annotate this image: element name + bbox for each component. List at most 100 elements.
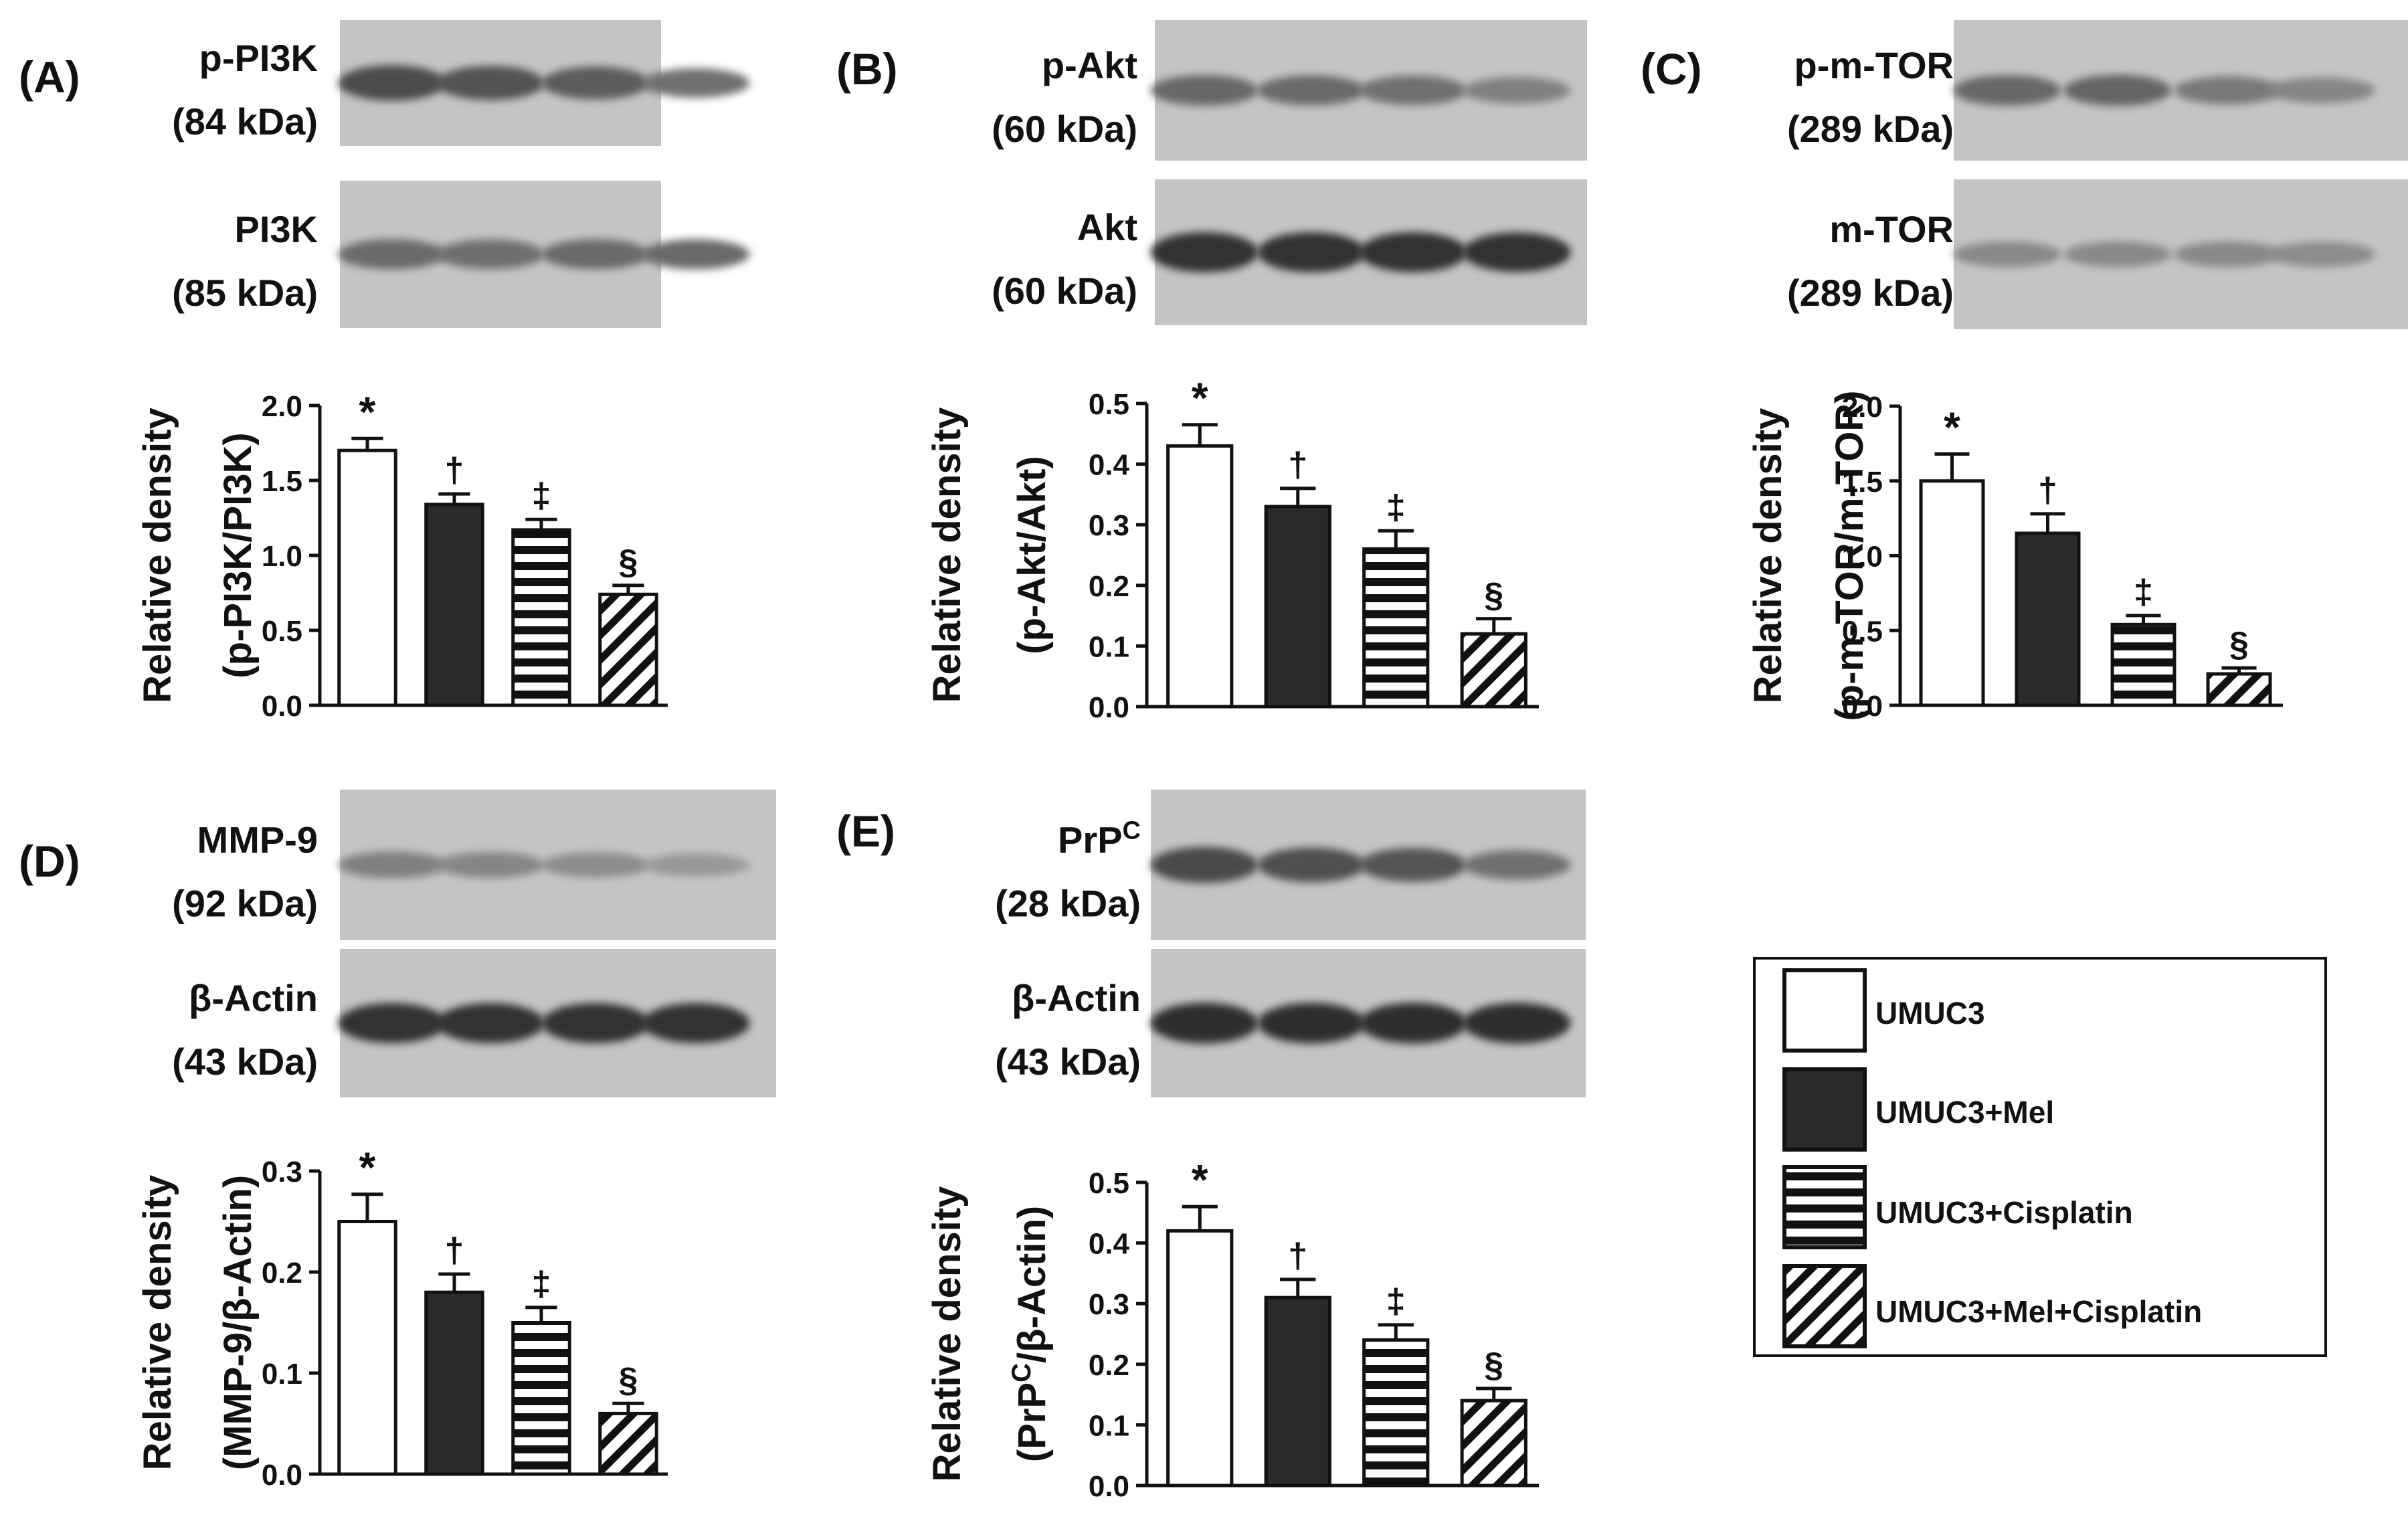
blot-band [1150,75,1259,106]
blot-band [1257,75,1366,106]
bar [598,1411,658,1476]
blot-0: PrPC (28 kDa) [995,790,1586,940]
blot-protein-label: Akt [1077,206,1137,248]
y-tick-label: 2.0 [1842,391,1883,424]
blot-band [338,1003,446,1043]
y-tick-label: 1.5 [262,465,302,498]
blot-band [1463,77,1571,104]
legend-item-0: UMUC3 [1782,968,1985,1053]
blot-band [1257,1002,1366,1044]
y-tick-label: 0.0 [262,690,302,723]
blot-band [2063,242,2172,267]
panel-letter: (E) [836,806,895,856]
y-tick-label: 0.2 [262,1257,302,1289]
bar-chart: 0.0 0.5 1.0 1.5 2.0 * † ‡ § Relative density (p-m-… [1746,390,2283,723]
legend-item-3: UMUC3+Mel+Cisplatin [1782,1264,2202,1348]
panel-letter: (C) [1641,44,1702,94]
bar [511,1321,571,1476]
significance-mark: * [1192,1156,1208,1204]
legend-swatch-black [1782,1067,1867,1152]
blot-protein-superscript: C [1123,817,1141,845]
y-axis-label-rest: /β-Actin) [1010,1206,1054,1363]
blot-protein-label: m-TOR [1829,208,1954,250]
blot-protein-label: β-Actin [1012,977,1141,1019]
blot-weight-label: (60 kDa) [992,270,1137,312]
blot-1: β-Actin (43 kDa) [172,949,776,1097]
significance-mark: † [1288,446,1307,484]
bar [1362,547,1430,709]
blot-band [1150,1002,1259,1044]
blot-band [2174,242,2282,267]
blot-0: p-PI3K (84 kDa) [172,20,750,146]
blot-band [541,852,650,878]
y-axis-label-superscript: C [1007,1363,1036,1382]
blot-band [1953,242,2061,267]
y-tick-label: 0.1 [262,1358,302,1390]
blot-band [541,239,650,270]
bar [1362,1338,1430,1488]
y-axis-label: Relative density [1746,408,1790,704]
bar [2206,672,2272,707]
panel-1: (B) p-Akt(60 kDa)Akt(60 kDa)0.00.10.20.30… [836,20,1587,724]
significance-mark: § [1484,1346,1503,1384]
y-tick-label: 0.4 [1089,449,1130,482]
y-axis-label-ratio: (p-m-TOR/m-TOR) [1828,390,1871,721]
blot-0: p-Akt (60 kDa) [992,20,1587,161]
blot-protein-label: p-m-TOR [1794,44,1954,86]
blot-weight-label: (289 kDa) [1787,108,1954,150]
blot-protein-label: p-Akt [1042,44,1137,86]
bar-chart: 0.0 0.1 0.2 0.3 0.4 0.5 * † ‡ § Relative density (P… [925,1156,1539,1503]
significance-mark: ‡ [2134,573,2153,612]
blot-protein-label: PrPC [1058,817,1141,861]
blot-band [2267,242,2376,267]
legend: UMUC3 UMUC3+Mel UMUC3+Cisplatin UMUC3+Me… [1753,957,2327,1357]
blot-band [436,852,545,878]
blot-band [1150,846,1259,883]
panel-4: (E) PrPC(28 kDa)β-Actin(43 kDa)0.00.10.20… [836,790,1586,1503]
blot-band [1463,232,1571,272]
panel-letter: (D) [19,836,80,886]
y-axis-label: Relative density [925,1186,969,1482]
blot-band [1257,232,1366,272]
panel-2: (C) p-m-TOR (289 kDa) m-TOR (289 kDa) 0.0 0.5 1… [1641,20,2408,723]
panel-3: (D) MMP-9 (92 kDa) β-Actin (43 kDa) 0.0 0.1 0.2… [19,790,776,1492]
blot-band [1359,76,1467,105]
blot-band [642,239,750,270]
significance-mark: * [359,1144,376,1192]
legend-swatch-diagonal [1782,1264,1867,1348]
blot-weight-label: (84 kDa) [172,100,318,143]
blot-band [338,851,446,879]
blot-protein-label: PI3K [235,208,318,250]
legend-item-2: UMUC3+Cisplatin [1782,1165,2133,1249]
blot-1: m-TOR (289 kDa) [1787,179,2408,329]
y-tick-label: 0.1 [1089,630,1129,663]
significance-mark: § [619,1360,638,1399]
blot-weight-label: (43 kDa) [172,1041,318,1083]
legend-item-1: UMUC3+Mel [1782,1067,2054,1152]
blot-1: β-Actin (43 kDa) [995,949,1586,1097]
blot-band [436,1003,545,1043]
blot-band [1359,1002,1467,1044]
y-tick-label: 0.3 [1089,509,1129,542]
blot-band [541,66,650,100]
y-axis-label-ratio: (p-PI3K/PI3K) [216,432,260,678]
panels-root: (A) p-PI3K (84 kDa) PI3K (85 kDa) 0.0 0.5 1.0 1.… [19,20,2408,1503]
bar [337,1220,397,1476]
y-tick-label: 0.2 [1089,1349,1129,1382]
y-tick-label: 1.5 [1842,466,1883,499]
y-axis-label-ratio: (p-Akt/Akt) [1010,456,1054,654]
blot-band [338,239,446,270]
significance-mark: † [445,1231,464,1270]
bar [2110,622,2177,707]
y-tick-label: 0.0 [262,1459,302,1492]
legend-label-2: UMUC3+Cisplatin [1875,1195,2133,1230]
y-tick-label: 0.5 [262,615,302,648]
bar-chart: 0.0 0.1 0.2 0.3 * † ‡ § Relative density (MMP-9/β… [136,1144,668,1492]
y-axis-label: Relative density [136,408,179,703]
bar [2015,531,2081,707]
blot-1: Akt (60 kDa) [992,179,1587,325]
significance-mark: * [359,387,376,436]
significance-mark: * [1192,374,1208,422]
significance-mark: ‡ [1386,1282,1406,1321]
